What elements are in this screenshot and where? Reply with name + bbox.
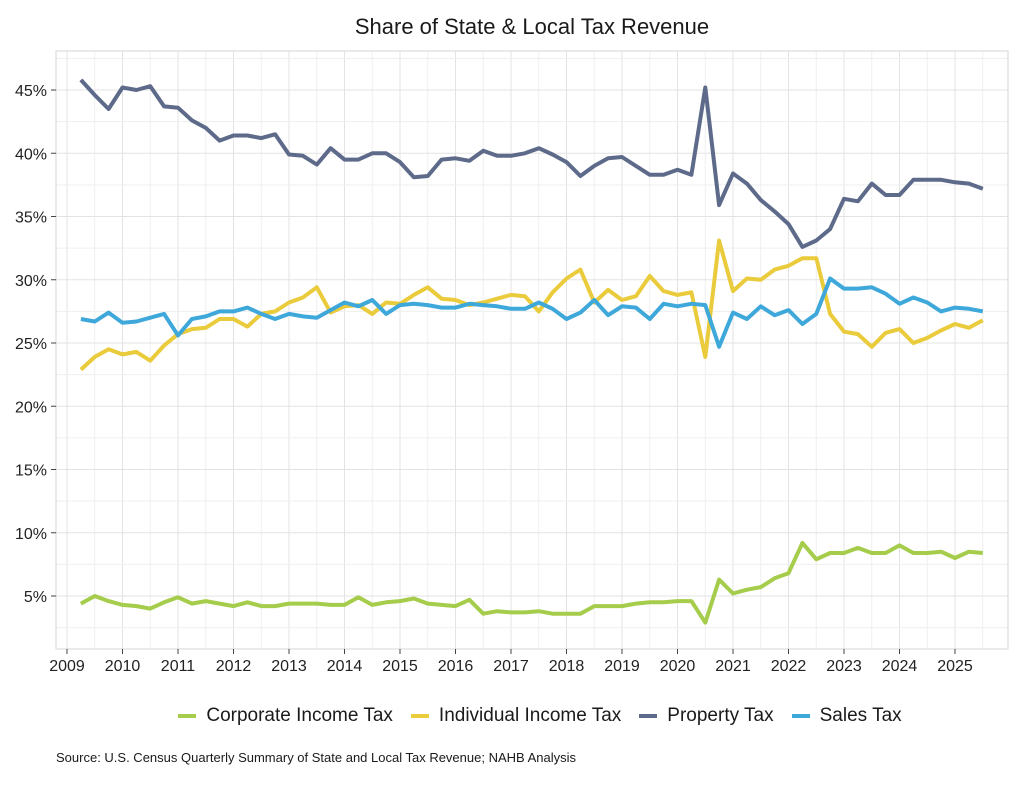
x-tick-label: 2017 [493,658,529,675]
legend-label: Sales Tax [819,705,902,726]
series-lines [79,78,984,625]
y-tick-label: 40% [15,146,47,163]
y-tick-label: 45% [15,83,47,100]
x-tick-label: 2021 [715,658,751,675]
series-line-sales-tax [80,276,984,349]
legend-swatch [791,714,810,718]
x-tick-label: 2020 [660,658,696,675]
legend-item-property-tax: Property Tax [639,705,774,727]
x-tick-label: 2022 [771,658,807,675]
x-tick-label: 2023 [826,658,862,675]
legend-label: Corporate Income Tax [206,705,393,726]
legend-item-corporate-income-tax: Corporate Income Tax [178,705,393,727]
x-tick-label: 2019 [604,658,640,675]
y-tick-label: 30% [15,273,47,290]
x-tick-label: 2012 [216,658,252,675]
y-tick-label: 25% [15,336,47,353]
y-tick-label: 35% [15,210,47,227]
x-tick-label: 2009 [49,658,85,675]
x-tick-label: 2013 [271,658,307,675]
y-tick-label: 10% [15,526,47,543]
x-tick-label: 2025 [937,658,973,675]
plot-frame [55,50,1009,650]
series-line-corporate-income-tax [79,540,983,625]
y-tick-label: 20% [15,399,47,416]
line-chart: 2009 2010 2011 2012 2013 2014 2015 2016 2017 2018… [15,50,1009,675]
x-axis: 2009 2010 2011 2012 2013 2014 2015 2016 2017 2018… [49,649,973,675]
source-note: Source: U.S. Census Quarterly Summary of… [56,750,576,765]
x-tick-label: 2024 [882,658,918,675]
y-tick-label: 15% [15,463,47,480]
legend-label: Property Tax [667,705,774,726]
x-tick-label: 2010 [105,658,141,675]
legend-swatch [639,714,658,718]
y-tick-label: 5% [24,589,47,606]
series-line-property-tax [79,78,984,249]
chart-title: Share of State & Local Tax Revenue [354,14,710,39]
legend: Corporate Income Tax Individual Income Ta… [0,705,1024,727]
x-tick-label: 2016 [438,658,474,675]
x-tick-label: 2014 [327,658,363,675]
legend-item-sales-tax: Sales Tax [791,705,902,727]
x-tick-label: 2011 [161,658,196,675]
legend-label: Individual Income Tax [438,705,622,726]
legend-swatch [178,714,197,718]
gridlines [56,51,1008,649]
y-axis: 5% 10% 15% 20% 25% 30% 35% 40% 45% [15,83,56,606]
x-tick-label: 2015 [382,658,418,675]
legend-swatch [410,714,429,718]
legend-item-individual-income-tax: Individual Income Tax [410,705,622,727]
x-tick-label: 2018 [549,658,585,675]
